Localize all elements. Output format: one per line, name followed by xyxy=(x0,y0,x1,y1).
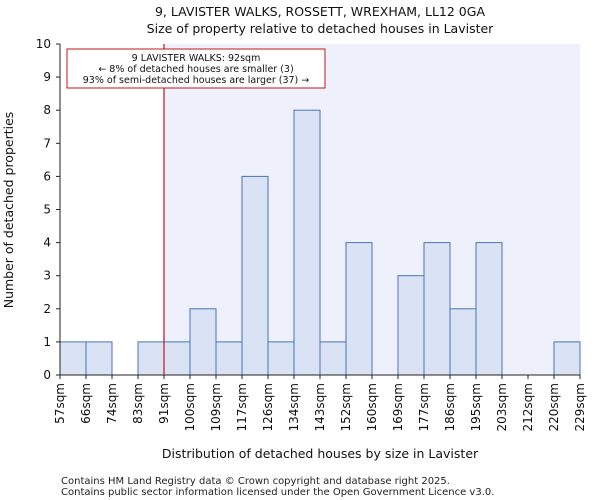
y-tick-label-9: 9 xyxy=(43,70,51,84)
x-tick-label-57sqm: 57sqm xyxy=(53,383,67,424)
bar-152sqm xyxy=(345,242,373,376)
y-tick-label-10: 10 xyxy=(36,37,51,51)
x-tick-label-169sqm: 169sqm xyxy=(391,383,405,431)
x-tick-label-83sqm: 83sqm xyxy=(131,383,145,424)
x-tick-label-212sqm: 212sqm xyxy=(521,383,535,431)
y-tick-label-5: 5 xyxy=(43,203,51,217)
x-tick-label-186sqm: 186sqm xyxy=(443,383,457,431)
bar-169sqm xyxy=(397,275,425,376)
property-annotation: 9 LAVISTER WALKS: 92sqm ← 8% of detached… xyxy=(66,48,326,89)
chart-title: 9, LAVISTER WALKS, ROSSETT, WREXHAM, LL1… xyxy=(155,4,485,19)
x-tick-label-91sqm: 91sqm xyxy=(157,383,171,424)
x-tick-label-134sqm: 134sqm xyxy=(287,383,301,431)
y-tick-label-3: 3 xyxy=(43,269,51,283)
bar-109sqm xyxy=(215,341,243,376)
x-tick-label-143sqm: 143sqm xyxy=(313,383,327,431)
bar-186sqm xyxy=(449,308,477,376)
y-axis-label: Number of detached properties xyxy=(1,112,16,309)
footer-line-1: Contains HM Land Registry data © Crown c… xyxy=(61,476,450,487)
annotation-line-2: ← 8% of detached houses are smaller (3) xyxy=(98,64,293,75)
y-tick-label-4: 4 xyxy=(43,236,51,250)
bar-195sqm xyxy=(475,242,503,376)
bar-126sqm xyxy=(267,341,295,376)
bar-143sqm xyxy=(319,341,347,376)
y-tick-label-8: 8 xyxy=(43,103,51,117)
x-tick-label-117sqm: 117sqm xyxy=(235,383,249,431)
x-tick-label-220sqm: 220sqm xyxy=(547,383,561,431)
footer-line-2: Contains public sector information licen… xyxy=(61,487,494,498)
x-tick-label-195sqm: 195sqm xyxy=(469,383,483,431)
y-tick-label-6: 6 xyxy=(43,169,51,183)
x-tick-label-152sqm: 152sqm xyxy=(339,383,353,431)
bar-117sqm xyxy=(241,175,269,376)
x-tick-label-100sqm: 100sqm xyxy=(183,383,197,431)
y-tick-label-0: 0 xyxy=(43,368,51,382)
bar-100sqm xyxy=(189,308,217,376)
y-tick-label-1: 1 xyxy=(43,335,51,349)
annotation-line-3: 93% of semi-detached houses are larger (… xyxy=(83,75,310,86)
bar-177sqm xyxy=(423,242,451,376)
bar-91sqm xyxy=(163,341,191,376)
bar-220sqm xyxy=(553,341,581,376)
bar-57sqm xyxy=(59,341,87,376)
x-tick-label-229sqm: 229sqm xyxy=(573,383,587,431)
y-tick-label-7: 7 xyxy=(43,136,51,150)
x-axis-label: Distribution of detached houses by size … xyxy=(162,446,479,461)
x-tick-label-109sqm: 109sqm xyxy=(209,383,223,431)
annotation-box xyxy=(66,48,326,89)
chart-subtitle: Size of property relative to detached ho… xyxy=(147,21,495,36)
x-tick-label-160sqm: 160sqm xyxy=(365,383,379,431)
bar-134sqm xyxy=(293,109,321,376)
x-tick-label-74sqm: 74sqm xyxy=(105,383,119,424)
y-tick-label-2: 2 xyxy=(43,302,51,316)
x-tick-label-126sqm: 126sqm xyxy=(261,383,275,431)
annotation-line-1: 9 LAVISTER WALKS: 92sqm xyxy=(132,53,261,64)
x-tick-label-177sqm: 177sqm xyxy=(417,383,431,431)
x-tick-label-203sqm: 203sqm xyxy=(495,383,509,431)
x-tick-label-66sqm: 66sqm xyxy=(79,383,93,424)
bar-83sqm xyxy=(137,341,165,376)
bar-66sqm xyxy=(85,341,113,376)
